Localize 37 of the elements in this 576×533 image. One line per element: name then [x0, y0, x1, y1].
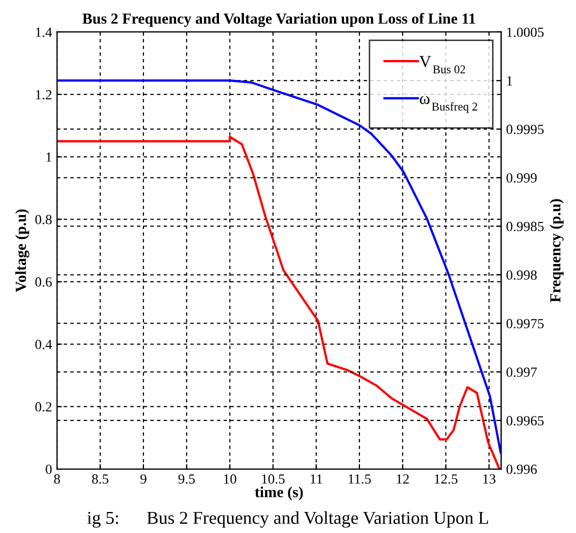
y2-tick-label: 0.996 [506, 464, 537, 474]
y-tick-label: 0.4 [35, 340, 52, 350]
y2-tick-label: 0.997 [506, 368, 537, 377]
x-tick-label: 9 [140, 474, 146, 484]
y2-tick-label: 0.9965 [506, 416, 544, 426]
x-tick-label: 12.5 [434, 474, 458, 484]
x-tick-label: 11.5 [348, 474, 371, 484]
x-tick-label: 13 [483, 474, 496, 484]
text: ig 5: Bus 2 Frequency and Voltage Variation Upon L [87, 511, 488, 528]
y-tick-label: 1 [46, 152, 52, 162]
legend-label: VBus 02 [419, 56, 466, 74]
x-axis-title: time (s) [254, 486, 303, 500]
x-tick-label: 9.5 [178, 474, 195, 484]
y-tick-label: 1.2 [36, 90, 52, 100]
y-tick-label: 0.8 [35, 214, 52, 224]
x-tick-label: 10 [224, 474, 236, 484]
y-tick-label: 0.6 [35, 277, 52, 287]
y-tick-label: 0.2 [35, 402, 52, 412]
x-tick-label: 10.5 [262, 474, 285, 484]
y2-tick-label: 1 [507, 76, 512, 86]
line-series [57, 79, 502, 454]
y-tick-label: 0 [46, 464, 52, 474]
legend-label: ωBusfreq 2 [420, 96, 478, 113]
y2-tick-label: 0.9975 [506, 318, 544, 328]
chart-title: Bus 2 Frequency and Voltage Variation upon Loss of Line 11 [82, 12, 476, 28]
y2-axis-title: Frequency (p.u) [550, 199, 564, 302]
y2-tick-label: 0.9985 [506, 222, 544, 232]
x-tick-label: 11 [310, 474, 322, 484]
y2-tick-label: 1.0005 [507, 28, 544, 37]
x-tick-label: 12 [396, 474, 409, 484]
y2-tick-label: 0.999 [506, 173, 537, 183]
y-axis-title: Voltage (p.u) [15, 209, 30, 292]
x-tick-label: 8.5 [92, 474, 108, 484]
x-tick-label: 8 [54, 474, 60, 484]
y-tick-label: 1.4 [36, 28, 52, 37]
y2-tick-label: 0.9995 [506, 124, 544, 134]
y2-tick-label: 0.998 [506, 270, 537, 280]
